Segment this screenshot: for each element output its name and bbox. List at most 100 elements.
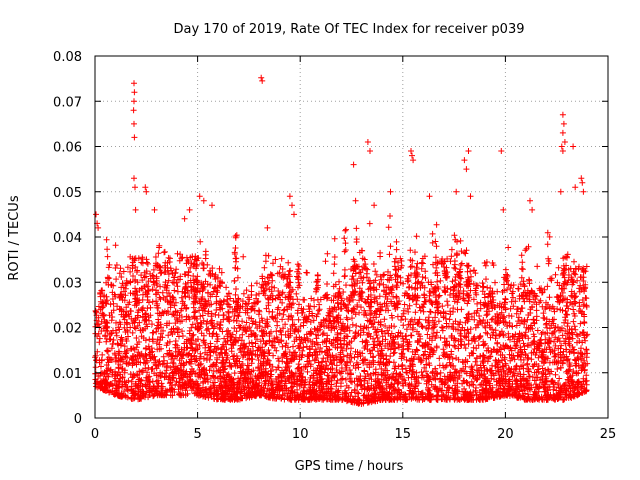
data-point (379, 384, 385, 391)
data-point (376, 311, 383, 318)
data-point (409, 348, 416, 355)
data-point (117, 361, 124, 368)
data-point (423, 325, 430, 331)
data-point (172, 338, 179, 344)
data-point (489, 389, 496, 396)
data-point (335, 289, 342, 296)
data-point (415, 374, 422, 381)
data-point (407, 247, 414, 254)
data-point (369, 354, 376, 361)
data-point (312, 346, 319, 353)
data-point (354, 277, 361, 284)
data-point (578, 286, 585, 293)
data-point (421, 351, 427, 358)
data-point (123, 383, 130, 390)
data-point (167, 379, 174, 386)
data-point (278, 273, 285, 280)
data-point (119, 297, 126, 303)
data-point (183, 316, 190, 323)
data-point (129, 265, 136, 272)
data-point (313, 335, 320, 342)
data-point (110, 337, 117, 343)
data-point (147, 349, 154, 356)
data-point (361, 367, 368, 374)
data-point (300, 322, 307, 329)
data-point (157, 270, 164, 277)
data-point (128, 378, 135, 385)
data-point (234, 274, 241, 281)
data-point (532, 351, 539, 358)
data-point (309, 372, 315, 379)
data-point (116, 306, 123, 313)
data-point (108, 317, 115, 324)
data-point (546, 359, 553, 366)
data-point (165, 277, 172, 284)
data-point (348, 345, 354, 352)
data-point (238, 337, 245, 344)
data-point (567, 348, 574, 355)
data-point (343, 325, 350, 332)
data-point (266, 337, 273, 344)
data-point (550, 320, 557, 327)
data-point (543, 392, 550, 399)
data-point (92, 364, 99, 371)
data-point (349, 321, 356, 328)
data-point (168, 386, 174, 393)
data-point (163, 392, 170, 399)
data-point (181, 340, 188, 347)
data-point (417, 333, 423, 340)
data-point (374, 348, 381, 355)
data-point (295, 365, 302, 372)
data-point (209, 362, 216, 369)
data-point (275, 358, 282, 364)
data-point (577, 320, 584, 327)
data-point (437, 310, 444, 317)
data-point (583, 263, 590, 270)
data-point (581, 319, 588, 325)
data-point (406, 302, 413, 309)
data-point (479, 320, 486, 327)
data-point (205, 394, 212, 401)
data-point (432, 375, 438, 382)
data-point (169, 331, 176, 337)
data-point (181, 370, 188, 377)
data-point (160, 353, 167, 360)
data-point (341, 301, 348, 308)
data-point (380, 361, 387, 367)
data-point (313, 313, 320, 320)
data-point (383, 300, 390, 307)
data-point (150, 393, 157, 400)
data-point (139, 256, 146, 262)
data-point (243, 301, 250, 308)
data-point (546, 335, 553, 341)
data-point (284, 395, 291, 402)
data-point (225, 308, 232, 315)
data-point (372, 378, 379, 385)
data-point (180, 371, 187, 378)
data-point (285, 363, 292, 370)
data-point (169, 359, 176, 366)
data-point (204, 261, 211, 268)
data-point (359, 279, 366, 286)
data-point (551, 308, 558, 315)
data-point (496, 332, 503, 339)
data-point (515, 318, 522, 325)
data-point (348, 338, 355, 345)
data-point (388, 312, 395, 319)
data-point (146, 373, 153, 380)
data-point (117, 291, 124, 298)
data-point (533, 374, 540, 381)
data-point (127, 268, 134, 275)
data-point (333, 362, 340, 369)
data-point (183, 254, 190, 261)
data-point (487, 386, 494, 393)
data-point (256, 379, 263, 386)
data-point (377, 397, 383, 403)
data-point (480, 341, 487, 348)
data-point (193, 357, 200, 364)
data-point (518, 305, 525, 312)
data-point (174, 325, 180, 332)
data-point (248, 315, 255, 322)
data-point (418, 265, 425, 272)
data-point (563, 380, 569, 386)
